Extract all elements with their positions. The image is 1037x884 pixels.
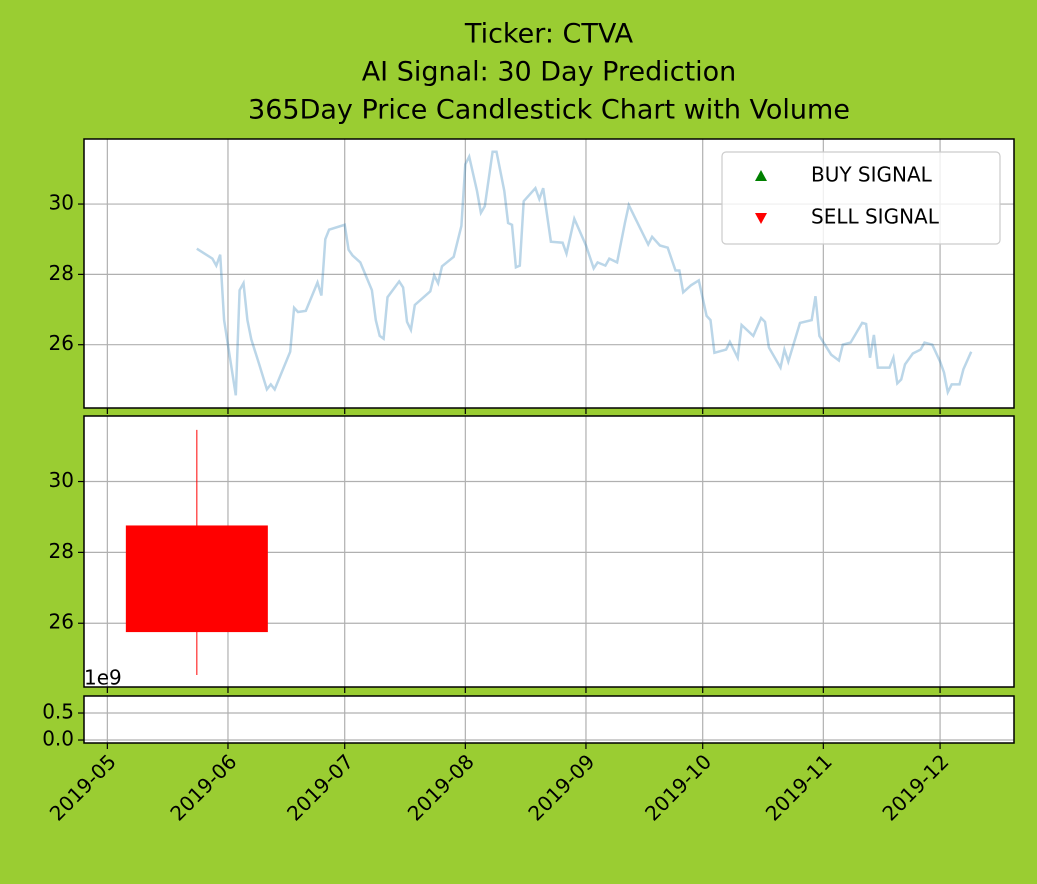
x-tick-label: 2019-08 [403,749,479,825]
price-line [196,150,973,397]
chart-title: Ticker: CTVA [464,19,634,50]
y-tick-label: 30 [49,191,74,215]
y-tick-label: 0.5 [42,700,74,724]
x-tick-label: 2019-09 [523,749,599,825]
x-tick-label: 2019-06 [165,749,241,825]
plot-frame [83,415,1015,688]
legend-marker [755,213,767,224]
plot-area [84,696,1014,743]
y-tick-label: 28 [49,261,74,285]
y-tick-label: 0.0 [42,727,74,751]
x-tick-label: 2019-05 [45,749,121,825]
legend-marker [755,170,767,181]
plot-frame [83,138,1015,409]
x-tick-label: 2019-11 [761,749,837,825]
y-tick-label: 26 [49,610,74,634]
offset-label: 1e9 [84,666,122,690]
x-tick-label: 2019-07 [282,749,358,825]
plot-frame [83,695,1015,744]
y-tick-label: 30 [49,468,74,492]
chart-subtitle: AI Signal: 30 Day Prediction [362,57,737,88]
candle-body [125,525,268,633]
chart-subtitle: 365Day Price Candlestick Chart with Volu… [248,95,850,126]
x-tick-label: 2019-12 [877,749,953,825]
x-tick-label: 2019-10 [640,749,716,825]
legend-box [721,151,1001,245]
y-tick-label: 28 [49,539,74,563]
legend-label: BUY SIGNAL [811,163,933,187]
y-tick-label: 26 [49,331,74,355]
legend-label: SELL SIGNAL [811,205,940,229]
